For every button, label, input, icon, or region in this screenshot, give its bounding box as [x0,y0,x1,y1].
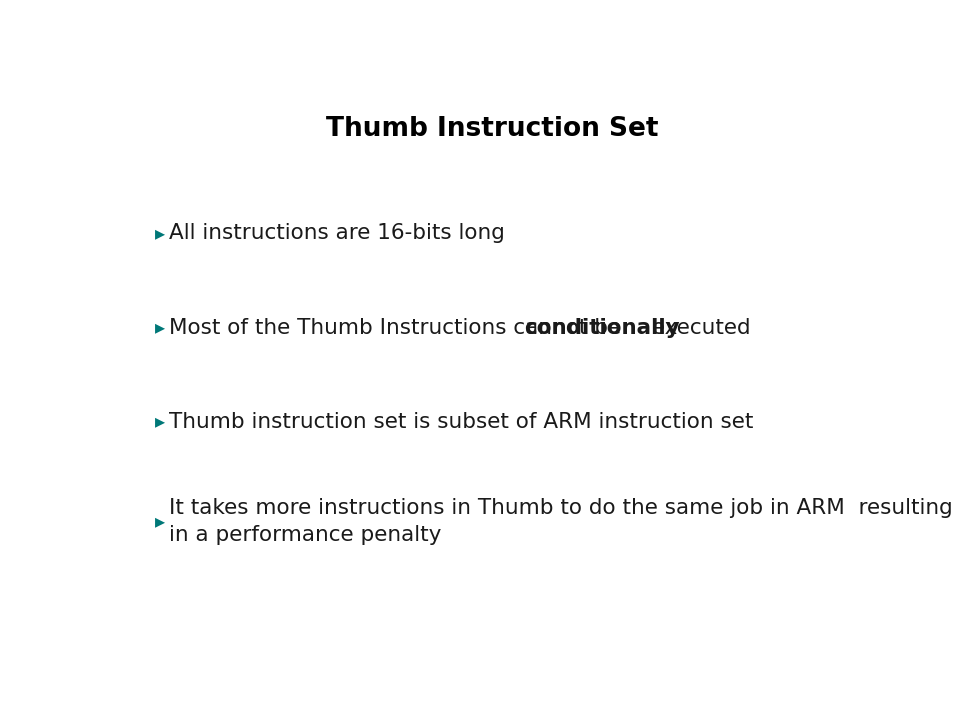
Text: All instructions are 16-bits long: All instructions are 16-bits long [169,223,505,243]
Text: executed: executed [645,318,751,338]
Text: Thumb Instruction Set: Thumb Instruction Set [325,116,659,142]
Text: It takes more instructions in Thumb to do the same job in ARM  resulting
in a pe: It takes more instructions in Thumb to d… [169,498,952,545]
Text: ▸: ▸ [155,413,165,431]
Text: ▸: ▸ [155,224,165,243]
Text: ▸: ▸ [155,318,165,337]
Text: ▸: ▸ [155,512,165,531]
Text: Most of the Thumb Instructions cannot be: Most of the Thumb Instructions cannot be [169,318,628,338]
Text: conditionally: conditionally [524,318,681,338]
Text: Thumb instruction set is subset of ARM instruction set: Thumb instruction set is subset of ARM i… [169,412,754,432]
